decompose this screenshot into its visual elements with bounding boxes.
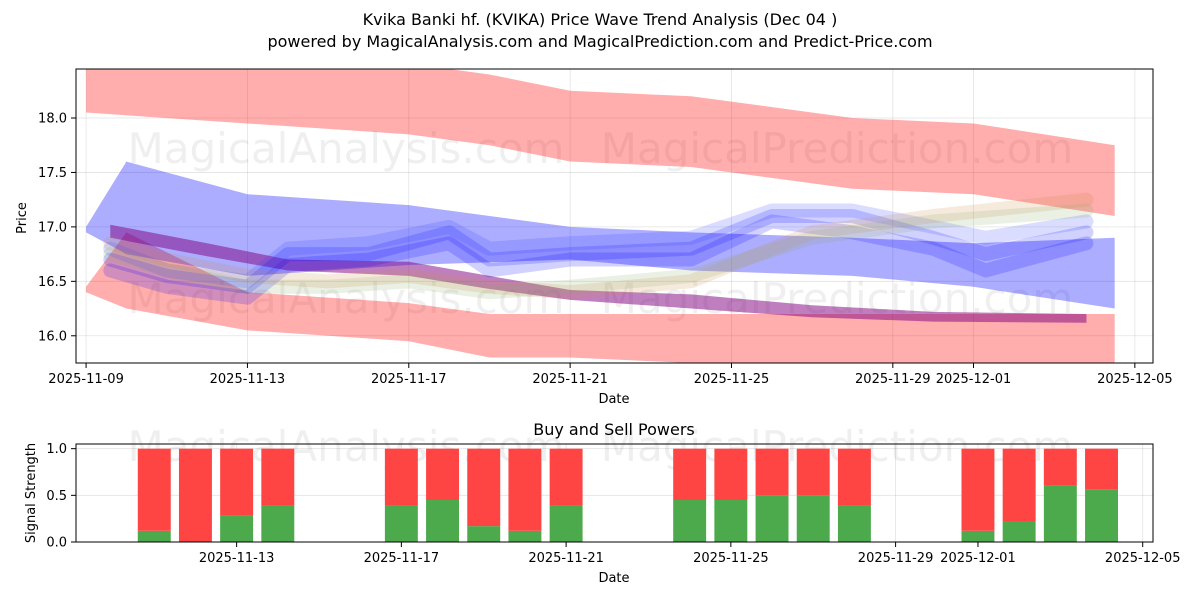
sell-bar [426, 448, 460, 500]
signal-x-tick-label: 2025-11-13 [199, 551, 275, 566]
sell-bar [384, 448, 418, 506]
lower-red-band [86, 232, 1115, 363]
sell-bar [467, 448, 501, 527]
price-x-tick-label: 2025-12-01 [936, 372, 1012, 387]
sell-bar [1002, 448, 1036, 522]
chart-subtitle: powered by MagicalAnalysis.com and Magic… [267, 32, 932, 51]
signal-y-tick-label: 1.0 [46, 442, 67, 457]
buy-bar [220, 515, 254, 542]
buy-bar [961, 530, 995, 542]
watermark-right-top: MagicalPrediction.com [601, 124, 1074, 173]
wave-1-line [103, 209, 1094, 294]
sell-bar [508, 448, 542, 531]
buy-bar [426, 500, 460, 542]
signal-x-tick-label: 2025-11-17 [364, 551, 440, 566]
price-x-tick-label: 2025-11-09 [48, 372, 124, 387]
signal-x-tick-label: 2025-12-01 [940, 551, 1016, 566]
blue-band [86, 161, 1115, 309]
signal-x-tick-label: 2025-11-21 [528, 551, 604, 566]
price-x-tick-label: 2025-11-29 [855, 372, 931, 387]
sell-bar [137, 448, 171, 531]
sell-bar [796, 448, 830, 496]
price-y-ticks: 16.0 16.5 17.0 17.5 18.0 [38, 112, 76, 344]
price-x-tick-label: 2025-11-13 [210, 372, 286, 387]
wave-4-line [103, 192, 1094, 300]
buy-bar [1043, 485, 1077, 542]
watermark-left-top: MagicalAnalysis.com [128, 124, 565, 173]
sell-bar [261, 448, 295, 506]
price-x-label: Date [598, 392, 629, 407]
buy-bar [384, 505, 418, 542]
price-x-tick-label: 2025-11-25 [694, 372, 770, 387]
upper-red-band [86, 69, 1115, 216]
signal-x-tick-label: 2025-11-29 [858, 551, 934, 566]
buy-bar [714, 500, 748, 542]
price-series [86, 69, 1115, 363]
purple-trend-band [110, 224, 1087, 323]
price-plot: MagicalAnalysis.com MagicalPrediction.co… [15, 68, 1173, 407]
signal-chart-title: Buy and Sell Powers [533, 420, 695, 439]
sell-bar [961, 448, 995, 531]
sell-bar [1085, 448, 1118, 490]
price-y-tick-label: 16.5 [38, 275, 67, 290]
price-y-tick-label: 16.0 [38, 329, 67, 344]
buy-bar [467, 526, 501, 542]
signal-y-tick-label: 0.0 [46, 536, 67, 551]
wave-5-line [103, 203, 1094, 300]
sell-bar [755, 448, 789, 496]
signal-plot: MagicalAnalysis.com MagicalPrediction.co… [24, 422, 1180, 586]
chart-title: Kvika Banki hf. (KVIKA) Price Wave Trend… [363, 10, 838, 29]
buy-bar [1002, 521, 1036, 542]
wave-2-line [103, 214, 1094, 305]
buy-bar [796, 495, 830, 542]
price-y-tick-label: 17.5 [38, 166, 67, 181]
signal-y-label: Signal Strength [24, 443, 39, 543]
buy-bar [261, 505, 295, 542]
sell-bar [220, 448, 254, 516]
wave-3-line [103, 203, 1094, 289]
buy-bar [137, 530, 171, 542]
price-x-ticks: 2025-11-09 2025-11-13 2025-11-17 2025-11-21… [48, 363, 1173, 387]
buy-bar [1085, 489, 1118, 542]
price-y-tick-label: 18.0 [38, 112, 67, 127]
price-plot-frame [75, 68, 1154, 364]
price-y-label: Price [15, 202, 30, 234]
signal-x-ticks: 2025-11-13 2025-11-17 2025-11-21 2025-11-25… [199, 542, 1181, 566]
signal-y-ticks: 0.0 0.5 1.0 [46, 442, 76, 551]
sell-bar [549, 448, 583, 506]
sell-bar [673, 448, 707, 500]
signal-x-tick-label: 2025-12-05 [1105, 551, 1181, 566]
sell-bar [1043, 448, 1077, 486]
price-y-tick-label: 17.0 [38, 220, 67, 235]
buy-bar [508, 530, 542, 542]
watermark-right-signal: MagicalPrediction.com [601, 422, 1074, 471]
signal-bars [137, 448, 1118, 542]
buy-bar [837, 505, 871, 542]
price-x-tick-label: 2025-12-05 [1097, 372, 1173, 387]
price-x-tick-label: 2025-11-17 [371, 372, 447, 387]
buy-bar [673, 500, 707, 542]
price-grid [76, 69, 1153, 363]
sell-bar [178, 448, 212, 542]
signal-x-tick-label: 2025-11-25 [693, 551, 769, 566]
sell-bar [837, 448, 871, 506]
signal-y-tick-label: 0.5 [46, 489, 67, 504]
signal-x-label: Date [598, 571, 629, 586]
price-x-tick-label: 2025-11-21 [532, 372, 608, 387]
buy-bar [755, 495, 789, 542]
signal-plot-frame [75, 443, 1154, 543]
sell-bar [714, 448, 748, 500]
buy-bar [549, 505, 583, 542]
